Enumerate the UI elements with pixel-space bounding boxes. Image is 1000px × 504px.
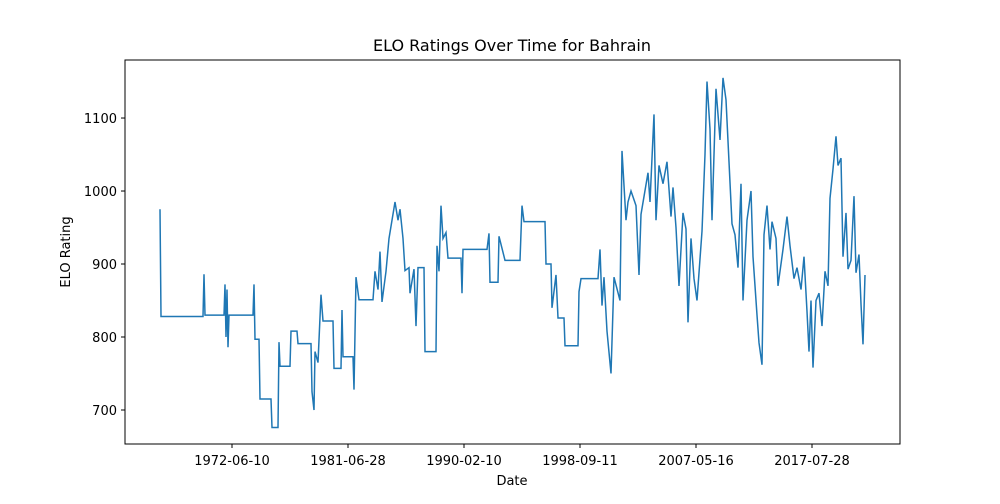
y-axis-label: ELO Rating [59, 216, 74, 287]
y-tick-label: 700 [92, 404, 117, 419]
y-tick-label: 900 [92, 258, 117, 273]
line [159, 77, 866, 429]
chart-title: ELO Ratings Over Time for Bahrain [373, 36, 651, 55]
y-tick-label: 1100 [84, 112, 117, 127]
plot-frame [124, 59, 901, 445]
y-tick-label: 800 [92, 331, 117, 346]
x-tick-label: 1972-06-10 [194, 454, 270, 469]
x-tick-label: 1990-02-10 [426, 454, 502, 469]
x-axis-label: Date [496, 474, 527, 489]
x-tick-label: 1981-06-28 [310, 454, 386, 469]
x-tick-label: 2007-05-16 [658, 454, 734, 469]
x-tick-label: 2017-07-28 [774, 454, 850, 469]
y-tick-label: 1000 [84, 185, 117, 200]
x-tick-label: 1998-09-11 [542, 454, 618, 469]
